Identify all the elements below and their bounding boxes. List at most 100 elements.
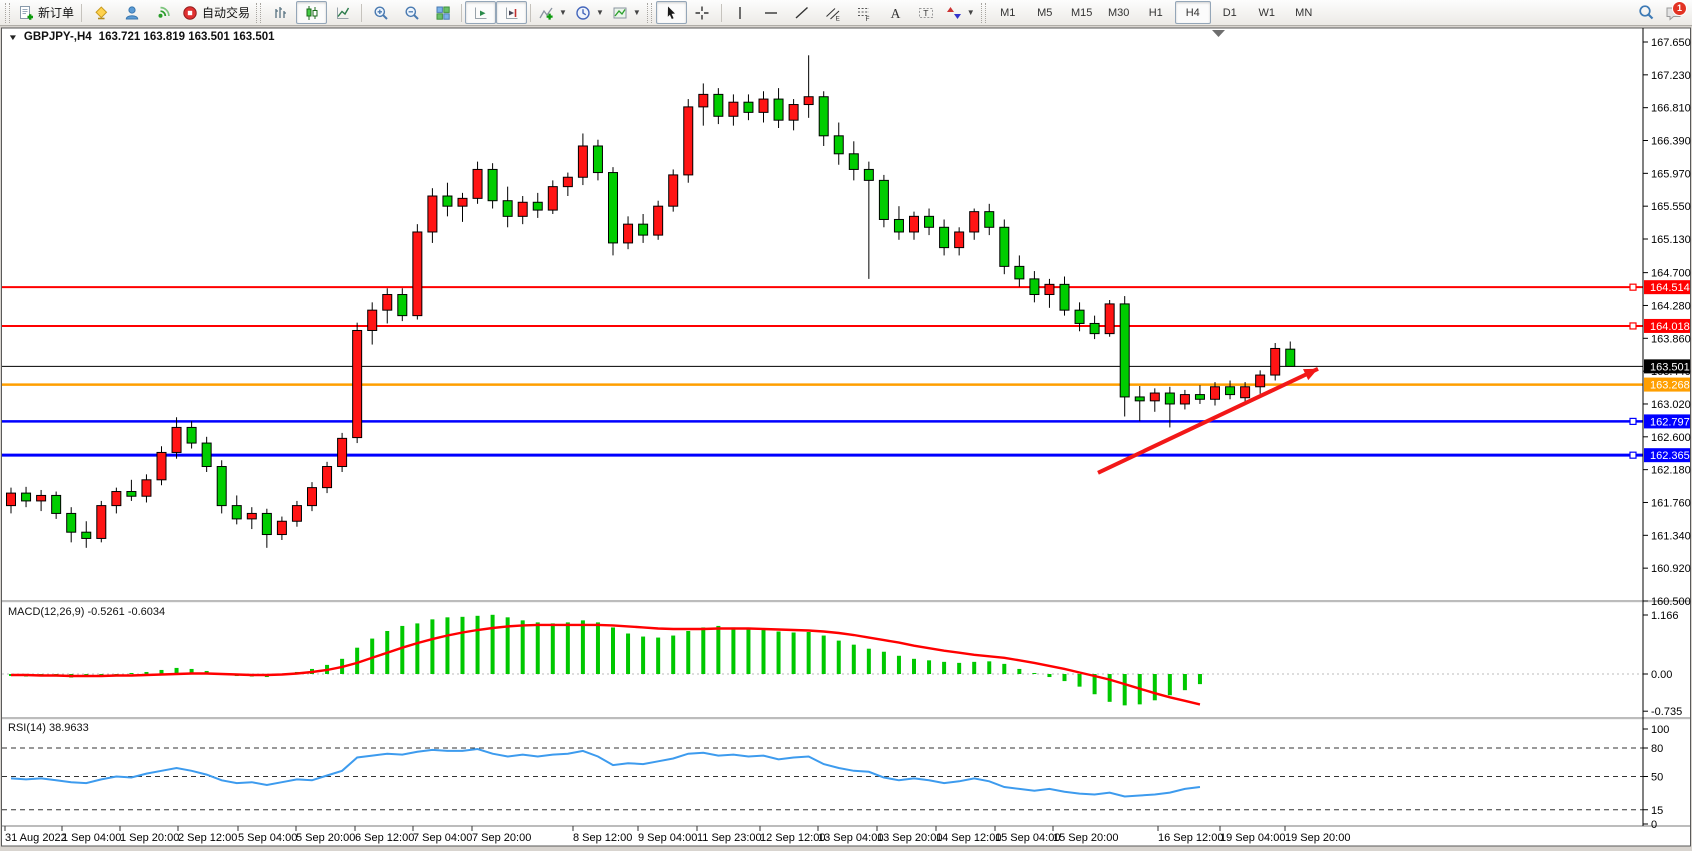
toolbar-right: 1 (1638, 0, 1689, 23)
svg-text:162.600: 162.600 (1651, 432, 1691, 444)
bar-chart-button[interactable] (265, 1, 296, 24)
templates-button[interactable]: ▼ (608, 1, 645, 24)
toolbar-separator (720, 3, 722, 22)
svg-text:16 Sep 12:00: 16 Sep 12:00 (1158, 832, 1223, 844)
search-icon[interactable] (1638, 4, 1655, 21)
timeframe-d1-button[interactable]: D1 (1222, 6, 1237, 19)
svg-text:15 Sep 04:00: 15 Sep 04:00 (995, 832, 1060, 844)
svg-text:12 Sep 12:00: 12 Sep 12:00 (760, 832, 825, 844)
timeframe-m15-button[interactable]: M15 (1071, 6, 1093, 19)
toolbar-grip[interactable] (5, 2, 10, 23)
toolbar-grip[interactable] (256, 2, 262, 23)
svg-text:14 Sep 12:00: 14 Sep 12:00 (936, 832, 1001, 844)
cursor-button[interactable] (655, 1, 687, 24)
text-tool-button[interactable]: A (880, 1, 911, 24)
crosshair-button[interactable] (687, 1, 718, 24)
community-person-icon (125, 5, 138, 19)
line-chart-button[interactable] (327, 1, 358, 24)
svg-text:50: 50 (1651, 772, 1663, 784)
dropdown-caret-icon: ▼ (632, 8, 641, 17)
auto-scroll-icon (474, 7, 487, 19)
svg-text:A: A (891, 6, 901, 21)
svg-text:31 Aug 2022: 31 Aug 2022 (5, 832, 67, 844)
svg-text:-0.735: -0.735 (1651, 706, 1682, 718)
candlestick-chart-button[interactable] (296, 1, 328, 24)
clock-icon (576, 5, 590, 20)
zoom-in-button[interactable] (365, 1, 396, 24)
vertical-line-tool-button[interactable] (725, 1, 756, 24)
toolbar-separator (81, 3, 83, 22)
toolbar-grip[interactable] (980, 2, 986, 23)
horizontal-line-icon (765, 11, 778, 14)
svg-text:8 Sep 12:00: 8 Sep 12:00 (573, 832, 632, 844)
svg-text:13 Sep 20:00: 13 Sep 20:00 (877, 832, 942, 844)
notification-button[interactable]: 1 (1663, 0, 1687, 23)
line-chart-icon (336, 7, 349, 19)
price-lines-layer (2, 283, 1643, 459)
chart-expander-icon[interactable]: ▼ (7, 32, 19, 42)
svg-text:9 Sep 04:00: 9 Sep 04:00 (638, 832, 697, 844)
macd-signal-line (11, 623, 1201, 706)
auto-scroll-button[interactable] (465, 1, 497, 24)
metaeditor-button[interactable] (85, 1, 116, 24)
chart-shift-button[interactable] (496, 1, 528, 24)
toolbar-separator (461, 3, 463, 22)
equidistant-channel-icon: E (826, 7, 841, 21)
zoom-in-icon (374, 6, 388, 20)
fibonacci-tool-button[interactable]: F (849, 1, 880, 24)
timeframe-m1-button[interactable]: M1 (1000, 6, 1016, 19)
candlestick-icon (306, 5, 318, 20)
price-badge-162.797: 162.797 (1644, 414, 1690, 429)
timeframe-mn-button[interactable]: MN (1295, 6, 1313, 19)
svg-text:11 Sep 23:00: 11 Sep 23:00 (697, 832, 762, 844)
timeframe-m5-button[interactable]: M5 (1037, 6, 1053, 19)
price-badge-164.514: 164.514 (1644, 280, 1690, 295)
svg-text:162.365: 162.365 (1650, 450, 1690, 462)
community-button[interactable] (116, 1, 147, 24)
svg-text:160.500: 160.500 (1651, 596, 1691, 608)
arrows-tool-button[interactable]: ▼ (942, 1, 979, 24)
trend-arrow-head (1303, 368, 1318, 381)
chart-plot-area[interactable] (1, 27, 1691, 847)
timeframe-h1-button[interactable]: H1 (1148, 6, 1163, 19)
timeframe-m30-button[interactable]: M30 (1108, 6, 1130, 19)
svg-text:163.501: 163.501 (1650, 361, 1690, 373)
svg-text:T: T (923, 7, 928, 17)
chart-shift-marker[interactable] (1212, 30, 1225, 37)
signals-button[interactable] (147, 1, 178, 24)
svg-text:19 Sep 20:00: 19 Sep 20:00 (1285, 832, 1350, 844)
channel-tool-button[interactable]: E (818, 1, 849, 24)
autotrading-button[interactable]: 自动交易 (178, 1, 254, 24)
zoom-out-icon (405, 6, 419, 20)
tile-windows-button[interactable] (427, 1, 458, 24)
main-toolbar: 新订单 自动交易 ▼ ▼ (0, 0, 1692, 26)
svg-text:167.230: 167.230 (1651, 70, 1691, 82)
horizontal-line-tool-button[interactable] (756, 1, 787, 24)
svg-text:160.920: 160.920 (1651, 563, 1691, 575)
svg-text:167.650: 167.650 (1651, 37, 1691, 49)
svg-text:E: E (836, 15, 841, 21)
svg-text:100: 100 (1651, 724, 1669, 736)
svg-text:164.700: 164.700 (1651, 268, 1691, 280)
toolbar-grip[interactable] (646, 2, 652, 23)
svg-text:165.970: 165.970 (1651, 168, 1691, 180)
svg-text:F: F (866, 15, 870, 20)
autotrading-icon (183, 5, 197, 20)
trend-arrow[interactable] (1097, 366, 1319, 475)
new-order-button[interactable]: 新订单 (14, 1, 78, 24)
text-label-tool-button[interactable]: T (911, 1, 942, 24)
svg-text:166.810: 166.810 (1651, 103, 1691, 115)
rsi-line (10, 747, 1201, 798)
trendline-tool-button[interactable] (787, 1, 818, 24)
toolbar-separator (530, 3, 532, 22)
zoom-out-button[interactable] (396, 1, 427, 24)
timeframe-w1-button[interactable]: W1 (1258, 6, 1275, 19)
svg-text:166.390: 166.390 (1651, 136, 1691, 148)
chart-symbol-period: GBPJPY-,H4 (23, 31, 92, 43)
indicators-button[interactable]: ▼ (534, 1, 571, 24)
periods-button[interactable]: ▼ (571, 1, 608, 24)
timeframe-h4-button[interactable]: H4 (1174, 1, 1211, 24)
svg-text:19 Sep 04:00: 19 Sep 04:00 (1220, 832, 1285, 844)
